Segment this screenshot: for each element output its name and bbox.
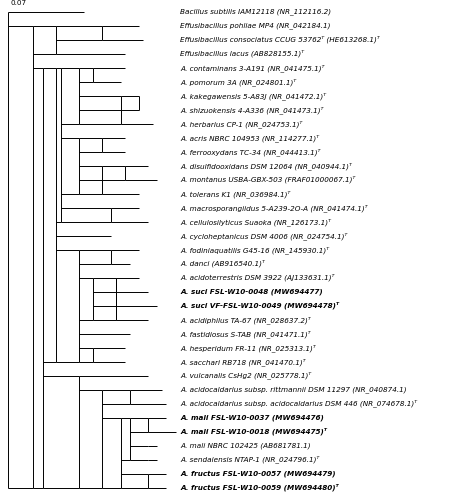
Text: A. shizuokensis 4-A336 (NR_041473.1)ᵀ: A. shizuokensis 4-A336 (NR_041473.1)ᵀ	[180, 106, 323, 114]
Text: A. contaminans 3-A191 (NR_041475.1)ᵀ: A. contaminans 3-A191 (NR_041475.1)ᵀ	[180, 64, 325, 71]
Text: Bacillus subtilis IAM12118 (NR_112116.2): Bacillus subtilis IAM12118 (NR_112116.2)	[180, 8, 331, 15]
Text: 0.07: 0.07	[10, 0, 27, 6]
Text: A. suci FSL-W10-0048 (MW694477): A. suci FSL-W10-0048 (MW694477)	[180, 288, 323, 295]
Text: A. fructus FSL-W10-0059 (MW694480)ᵀ: A. fructus FSL-W10-0059 (MW694480)ᵀ	[180, 484, 339, 492]
Text: A. acidoterrestris DSM 3922 (AJ133631.1)ᵀ: A. acidoterrestris DSM 3922 (AJ133631.1)…	[180, 274, 335, 281]
Text: A. macrosporangiidus 5-A239-2O-A (NR_041474.1)ᵀ: A. macrosporangiidus 5-A239-2O-A (NR_041…	[180, 204, 368, 211]
Text: A. ferrooxydans TC-34 (NR_044413.1)ᵀ: A. ferrooxydans TC-34 (NR_044413.1)ᵀ	[180, 148, 320, 156]
Text: A. mali FSL-W10-0037 (MW694476): A. mali FSL-W10-0037 (MW694476)	[180, 414, 324, 421]
Text: A. mali FSL-W10-0018 (MW694475)ᵀ: A. mali FSL-W10-0018 (MW694475)ᵀ	[180, 428, 327, 435]
Text: A. acidiphilus TA-67 (NR_028637.2)ᵀ: A. acidiphilus TA-67 (NR_028637.2)ᵀ	[180, 316, 311, 323]
Text: A. fructus FSL-W10-0057 (MW694479): A. fructus FSL-W10-0057 (MW694479)	[180, 470, 336, 477]
Text: A. cellulosilyticus Suaoka (NR_126173.1)ᵀ: A. cellulosilyticus Suaoka (NR_126173.1)…	[180, 218, 331, 226]
Text: A. fodiniaquatilis G45-16 (NR_145930.1)ᵀ: A. fodiniaquatilis G45-16 (NR_145930.1)ᵀ	[180, 246, 329, 253]
Text: A. sendaiensis NTAP-1 (NR_024796.1)ᵀ: A. sendaiensis NTAP-1 (NR_024796.1)ᵀ	[180, 456, 319, 463]
Text: Effusibacillus pohliae MP4 (NR_042184.1): Effusibacillus pohliae MP4 (NR_042184.1)	[180, 22, 331, 29]
Text: A. kakegawensis 5-A83J (NR_041472.1)ᵀ: A. kakegawensis 5-A83J (NR_041472.1)ᵀ	[180, 92, 326, 100]
Text: A. suci VF-FSL-W10-0049 (MW694478)ᵀ: A. suci VF-FSL-W10-0049 (MW694478)ᵀ	[180, 302, 339, 310]
Text: Effusibacillus consociatus CCUG 53762ᵀ (HE613268.1)ᵀ: Effusibacillus consociatus CCUG 53762ᵀ (…	[180, 36, 380, 44]
Text: Effusibacillus lacus (AB828155.1)ᵀ: Effusibacillus lacus (AB828155.1)ᵀ	[180, 50, 304, 58]
Text: A. hesperidum FR-11 (NR_025313.1)ᵀ: A. hesperidum FR-11 (NR_025313.1)ᵀ	[180, 344, 316, 352]
Text: A. acris NBRC 104953 (NR_114277.1)ᵀ: A. acris NBRC 104953 (NR_114277.1)ᵀ	[180, 134, 319, 141]
Text: A. herbarius CP-1 (NR_024753.1)ᵀ: A. herbarius CP-1 (NR_024753.1)ᵀ	[180, 120, 302, 127]
Text: A. tolerans K1 (NR_036984.1)ᵀ: A. tolerans K1 (NR_036984.1)ᵀ	[180, 190, 291, 197]
Text: A. montanus USBA-GBX-503 (FRAF01000067.1)ᵀ: A. montanus USBA-GBX-503 (FRAF01000067.1…	[180, 176, 356, 184]
Text: A. sacchari RB718 (NR_041470.1)ᵀ: A. sacchari RB718 (NR_041470.1)ᵀ	[180, 358, 306, 366]
Text: A. mali NBRC 102425 (AB681781.1): A. mali NBRC 102425 (AB681781.1)	[180, 442, 311, 449]
Text: A. danci (AB916540.1)ᵀ: A. danci (AB916540.1)ᵀ	[180, 260, 265, 267]
Text: A. pomorum 3A (NR_024801.1)ᵀ: A. pomorum 3A (NR_024801.1)ᵀ	[180, 78, 296, 85]
Text: A. acidocaldarius subsp. acidocaldarius DSM 446 (NR_074678.1)ᵀ: A. acidocaldarius subsp. acidocaldarius …	[180, 400, 417, 408]
Text: A. disulfidooxidans DSM 12064 (NR_040944.1)ᵀ: A. disulfidooxidans DSM 12064 (NR_040944…	[180, 162, 352, 170]
Text: A. vulcanalis CsHg2 (NR_025778.1)ᵀ: A. vulcanalis CsHg2 (NR_025778.1)ᵀ	[180, 372, 311, 379]
Text: A. fastidiosus S-TAB (NR_041471.1)ᵀ: A. fastidiosus S-TAB (NR_041471.1)ᵀ	[180, 330, 310, 337]
Text: A. acidocaldarius subsp. rittmannii DSM 11297 (NR_040874.1): A. acidocaldarius subsp. rittmannii DSM …	[180, 386, 407, 393]
Text: A. cycloheptanicus DSM 4006 (NR_024754.1)ᵀ: A. cycloheptanicus DSM 4006 (NR_024754.1…	[180, 232, 347, 240]
